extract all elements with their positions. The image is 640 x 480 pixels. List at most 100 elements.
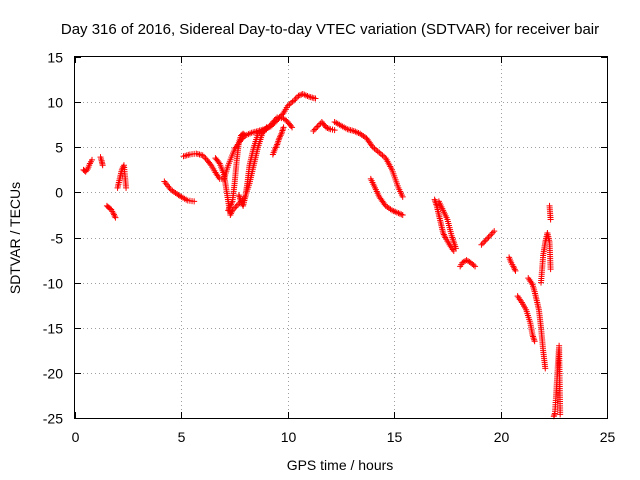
tick-labels: 0 5 10 15 20 25 -25 -20 -15 -10 -5 0 5 10 15	[43, 50, 616, 446]
data-point	[489, 229, 496, 236]
x-tick-label: 20	[494, 429, 510, 445]
data-point	[481, 238, 488, 245]
series-seg21	[538, 229, 554, 286]
data-point	[379, 152, 386, 159]
data-point	[433, 201, 440, 208]
x-axis-label: GPS time / hours	[287, 457, 394, 473]
data-point	[123, 184, 130, 191]
data-point	[373, 146, 380, 153]
data-point	[232, 204, 239, 211]
y-tick-label: 0	[55, 185, 63, 201]
data-point	[279, 111, 286, 118]
grid	[75, 57, 607, 418]
data-point	[395, 210, 402, 217]
data-point	[376, 149, 383, 156]
y-tick-label: -15	[43, 321, 63, 337]
series-seg10	[269, 124, 287, 158]
data-point	[291, 97, 298, 104]
data-point	[312, 95, 319, 102]
data-point	[399, 193, 406, 200]
data-point	[311, 126, 318, 133]
x-tick-label: 0	[72, 429, 80, 445]
data-point	[235, 192, 242, 199]
data-point	[292, 95, 299, 102]
y-tick-label: 10	[47, 95, 63, 111]
data-point	[289, 98, 296, 105]
data-point	[271, 117, 278, 124]
data-point	[323, 124, 330, 131]
data-point	[488, 231, 495, 238]
data-point	[287, 123, 294, 130]
series-seg13	[367, 175, 406, 218]
data-point	[325, 125, 332, 132]
series-seg12	[331, 118, 406, 200]
data-point	[207, 160, 214, 167]
series-seg9	[235, 114, 296, 209]
data-point	[269, 120, 276, 127]
data-point	[470, 262, 477, 269]
y-axis-label: SDTVAR / TECUs	[7, 182, 23, 294]
y-tick-label: 15	[47, 50, 63, 66]
data-point	[398, 211, 405, 218]
series-seg20	[525, 275, 549, 372]
data-point	[280, 125, 287, 132]
data-points	[80, 91, 564, 420]
data-point	[530, 333, 537, 340]
y-tick-label: -20	[43, 366, 63, 382]
axes	[74, 56, 608, 419]
data-point	[296, 92, 303, 99]
data-point	[331, 127, 338, 134]
data-point	[267, 121, 274, 128]
series-seg15	[435, 198, 459, 252]
x-tick-label: 10	[281, 429, 297, 445]
data-point	[399, 211, 406, 218]
data-point	[176, 192, 183, 199]
chart-title: Day 316 of 2016, Sidereal Day-to-day VTE…	[61, 21, 599, 38]
data-point	[486, 232, 493, 239]
data-point	[551, 411, 558, 418]
series-seg2	[97, 154, 106, 169]
plot-frame	[74, 56, 608, 419]
data-point	[280, 124, 287, 131]
series-seg17	[478, 228, 498, 248]
data-point	[233, 202, 240, 209]
data-point	[547, 266, 554, 273]
data-point	[557, 411, 564, 418]
data-point	[547, 216, 554, 223]
data-point	[478, 241, 485, 248]
y-tick-label: -5	[51, 231, 64, 247]
series-seg19	[514, 293, 538, 345]
series-seg8	[225, 130, 249, 214]
series-seg22	[546, 202, 554, 223]
x-tick-label: 25	[600, 429, 616, 445]
data-point	[530, 335, 537, 342]
data-point	[83, 167, 90, 174]
data-point	[215, 159, 222, 166]
data-point	[485, 234, 492, 241]
series-seg11	[310, 118, 338, 135]
data-point	[479, 240, 486, 247]
series-seg4	[114, 162, 130, 191]
x-tick-label: 15	[387, 429, 403, 445]
y-tick-label: 5	[55, 140, 63, 156]
y-tick-label: -25	[43, 411, 63, 427]
data-point	[314, 123, 321, 130]
data-point	[310, 128, 317, 135]
data-point	[377, 151, 384, 158]
series-seg5	[161, 178, 198, 205]
series-seg14	[431, 196, 457, 255]
data-point	[242, 132, 249, 139]
data-point	[512, 267, 519, 274]
data-point	[199, 152, 206, 159]
data-point	[371, 145, 378, 152]
data-point	[472, 263, 479, 270]
data-point	[452, 245, 459, 252]
data-point	[374, 148, 381, 155]
data-point	[491, 228, 498, 235]
data-point	[99, 162, 106, 169]
data-point	[191, 198, 198, 205]
data-point	[289, 124, 296, 131]
data-point	[324, 124, 331, 131]
series-seg16	[457, 257, 479, 270]
